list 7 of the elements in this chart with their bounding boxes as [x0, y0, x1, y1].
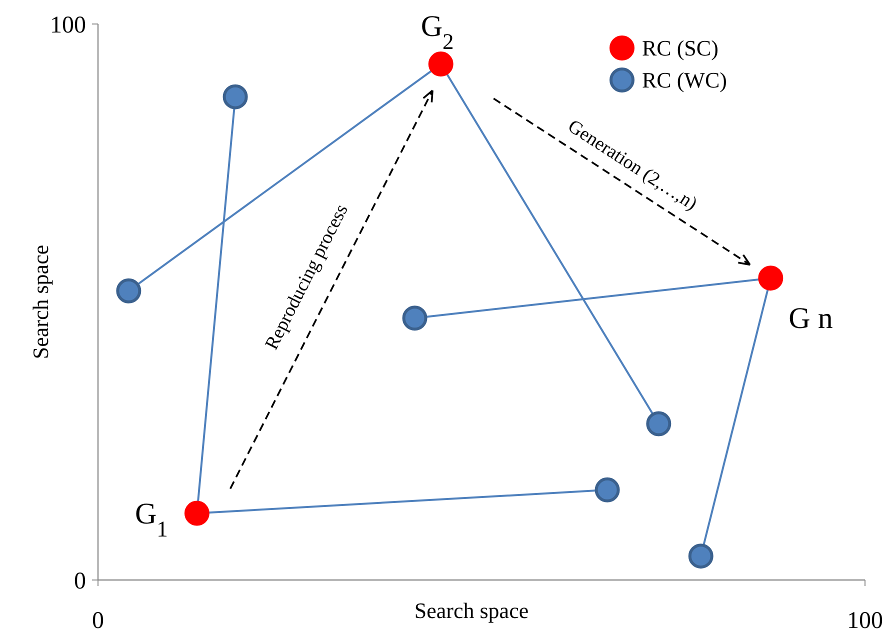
y-axis-title: Search space	[28, 244, 53, 360]
x-axis-title: Search space	[414, 598, 529, 623]
legend-label: RC (SC)	[642, 36, 718, 61]
legend-label: RC (WC)	[642, 68, 727, 93]
annotation: G n	[788, 302, 833, 336]
annotation: G$_{1}$	[134, 497, 168, 541]
annotation: G$_{2}$	[420, 10, 454, 54]
